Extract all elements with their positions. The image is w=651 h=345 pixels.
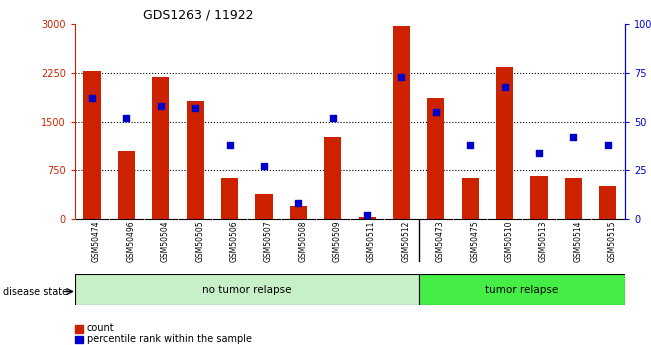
Point: [396, 74, 407, 80]
Text: GSM50504: GSM50504: [161, 220, 170, 262]
Text: GDS1263 / 11922: GDS1263 / 11922: [143, 9, 254, 22]
Point: [327, 115, 338, 120]
Bar: [427, 98, 445, 219]
Bar: [118, 151, 135, 219]
Text: GSM50473: GSM50473: [436, 220, 445, 262]
Point: [225, 142, 235, 148]
Text: no tumor relapse: no tumor relapse: [202, 285, 292, 295]
Text: GSM50474: GSM50474: [92, 220, 101, 262]
Text: disease state: disease state: [3, 287, 68, 296]
Point: [258, 164, 269, 169]
Bar: [255, 194, 273, 219]
Text: GSM50512: GSM50512: [402, 220, 411, 262]
FancyBboxPatch shape: [419, 274, 625, 305]
Text: GSM50510: GSM50510: [505, 220, 514, 262]
Bar: [462, 178, 479, 219]
Bar: [290, 206, 307, 219]
Text: GSM50507: GSM50507: [264, 220, 273, 262]
Bar: [531, 176, 547, 219]
Text: GSM50509: GSM50509: [333, 220, 342, 262]
Bar: [324, 137, 341, 219]
Point: [156, 103, 166, 109]
Bar: [221, 178, 238, 219]
Point: [87, 96, 97, 101]
Point: [465, 142, 475, 148]
Bar: [152, 77, 169, 219]
FancyBboxPatch shape: [75, 274, 419, 305]
Point: [431, 109, 441, 115]
Text: GSM50511: GSM50511: [367, 220, 376, 262]
Text: GSM50508: GSM50508: [298, 220, 307, 262]
Text: GSM50514: GSM50514: [574, 220, 583, 262]
Point: [190, 105, 201, 111]
Point: [121, 115, 132, 120]
Bar: [599, 186, 616, 219]
Text: GSM50515: GSM50515: [608, 220, 616, 262]
Text: GSM50496: GSM50496: [126, 220, 135, 262]
Bar: [187, 101, 204, 219]
Bar: [359, 217, 376, 219]
Text: GSM50506: GSM50506: [230, 220, 238, 262]
Text: tumor relapse: tumor relapse: [485, 285, 559, 295]
Point: [534, 150, 544, 156]
Point: [293, 201, 303, 206]
Text: GSM50475: GSM50475: [470, 220, 479, 262]
Text: GSM50513: GSM50513: [539, 220, 548, 262]
Bar: [496, 67, 513, 219]
Bar: [393, 26, 410, 219]
Bar: [565, 178, 582, 219]
Bar: [83, 71, 101, 219]
Text: count: count: [87, 324, 114, 333]
Point: [499, 84, 510, 89]
Point: [362, 213, 372, 218]
Text: percentile rank within the sample: percentile rank within the sample: [87, 335, 251, 344]
Text: GSM50505: GSM50505: [195, 220, 204, 262]
Point: [603, 142, 613, 148]
Point: [568, 135, 579, 140]
